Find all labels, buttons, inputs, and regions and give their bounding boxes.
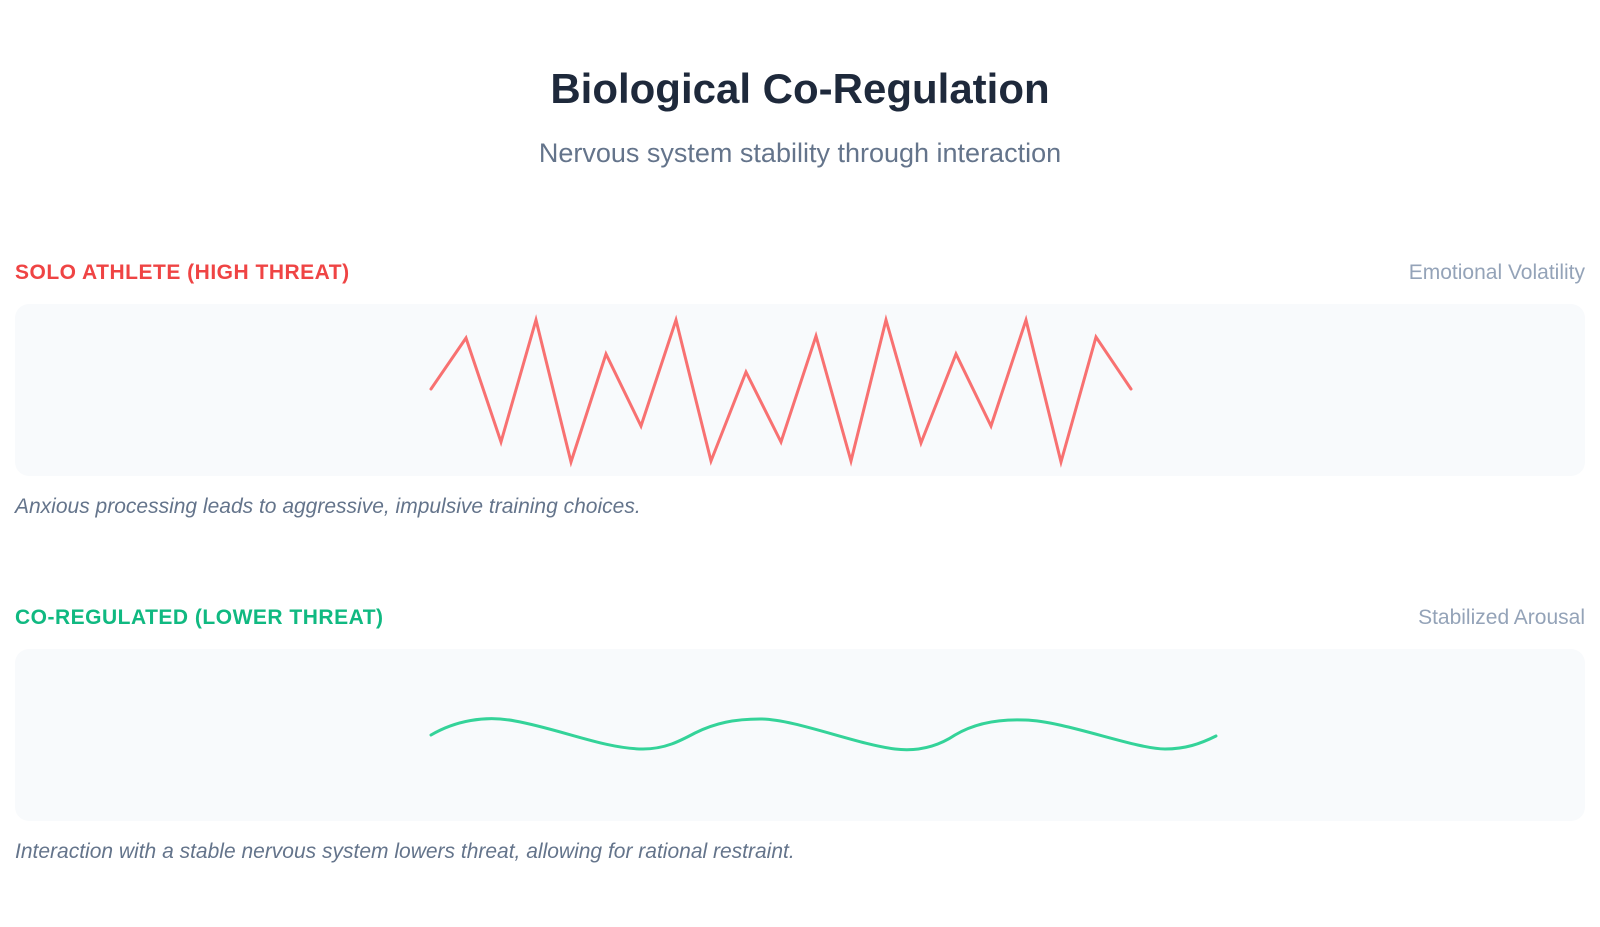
- page-title: Biological Co-Regulation: [550, 65, 1050, 112]
- section-caption-solo: Anxious processing leads to aggressive, …: [15, 495, 641, 518]
- arousal-panel: [15, 649, 1585, 821]
- arousal-wave: [429, 717, 1218, 752]
- section-label-solo: SOLO ATHLETE (HIGH THREAT): [15, 261, 350, 284]
- section-caption-co-regulated: Interaction with a stable nervous system…: [15, 840, 795, 863]
- zigzag-line: [429, 314, 1133, 468]
- smooth-wave-line: [429, 717, 1218, 752]
- section-header: SOLO ATHLETE (HIGH THREAT) Emotional Vol…: [15, 258, 1585, 288]
- section-meta-solo: Emotional Volatility: [1408, 261, 1585, 284]
- page-subtitle: Nervous system stability through interac…: [538, 138, 1062, 168]
- volatility-wave: [429, 314, 1133, 468]
- section-co-regulated: CO-REGULATED (LOWER THREAT) Stabilized A…: [15, 603, 1585, 867]
- section-solo-athlete: SOLO ATHLETE (HIGH THREAT) Emotional Vol…: [15, 258, 1585, 522]
- volatility-panel: [15, 304, 1585, 476]
- section-header: CO-REGULATED (LOWER THREAT) Stabilized A…: [15, 603, 1585, 633]
- section-meta-co-regulated: Stabilized Arousal: [1418, 606, 1585, 629]
- section-label-co-regulated: CO-REGULATED (LOWER THREAT): [15, 606, 384, 629]
